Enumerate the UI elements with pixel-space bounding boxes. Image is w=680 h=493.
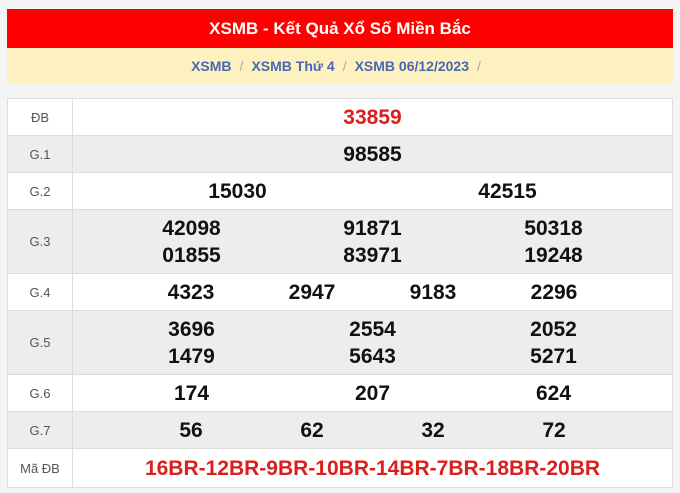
prize-row: G.3 42098 91871 50318 01855 83971 19248 [7, 209, 673, 274]
prize-number: 15030 [208, 179, 267, 203]
prize-number: 174 [173, 381, 210, 405]
prize-number: 72 [542, 418, 566, 442]
prize-values: 15030 42515 [72, 172, 673, 210]
prize-number: 5271 [530, 344, 577, 368]
prize-number: 2296 [530, 280, 578, 304]
prize-number: 3696 [168, 317, 215, 341]
prize-number: 1479 [168, 344, 215, 368]
prize-label: G.5 [7, 310, 73, 375]
prize-number: 4323 [167, 280, 215, 304]
prize-values: 98585 [72, 135, 673, 173]
prize-label: G.3 [7, 209, 73, 274]
prize-number: 32 [421, 418, 445, 442]
prize-label: G.7 [7, 411, 73, 449]
prize-values: 3696 2554 2052 1479 5643 5271 [72, 310, 673, 375]
prize-row: G.1 98585 [7, 135, 673, 173]
prize-values: 56 62 32 72 [72, 411, 673, 449]
prize-number: 5643 [349, 344, 396, 368]
prize-row: G.5 3696 2554 2052 1479 5643 5271 [7, 310, 673, 375]
prize-number: 98585 [343, 142, 402, 166]
prize-number: 56 [179, 418, 203, 442]
prize-row: G.6 174 207 624 [7, 374, 673, 412]
prize-number: 91871 [343, 216, 402, 240]
prize-number: 2554 [349, 317, 396, 341]
prize-row: G.7 56 62 32 72 [7, 411, 673, 449]
prize-number: 50318 [524, 216, 583, 240]
prize-number: 2052 [530, 317, 577, 341]
prize-values: 33859 [72, 98, 673, 136]
prize-row: G.2 15030 42515 [7, 172, 673, 210]
prize-number: 16BR-12BR-9BR-10BR-14BR-7BR-18BR-20BR [144, 456, 601, 480]
prize-number: 42098 [162, 216, 221, 240]
page-title: XSMB - Kết Quả Xổ Số Miền Bắc [7, 9, 673, 48]
prize-label: G.2 [7, 172, 73, 210]
prize-values: 16BR-12BR-9BR-10BR-14BR-7BR-18BR-20BR [72, 448, 673, 488]
prize-label: G.4 [7, 273, 73, 311]
prize-number: 83971 [343, 243, 402, 267]
prize-row: Mã ĐB 16BR-12BR-9BR-10BR-14BR-7BR-18BR-20… [7, 448, 673, 488]
prize-number: 01855 [162, 243, 221, 267]
prize-label: G.6 [7, 374, 73, 412]
prize-number: 2947 [288, 280, 336, 304]
breadcrumb-thu4[interactable]: XSMB Thứ 4 [251, 58, 335, 74]
results-table: ĐB 33859 G.1 98585 G.2 15030 42515 G.3 42098 9187… [7, 98, 673, 488]
prize-label: ĐB [7, 98, 73, 136]
prize-row: G.4 4323 2947 9183 2296 [7, 273, 673, 311]
prize-number: 62 [300, 418, 324, 442]
prize-number: 624 [535, 381, 572, 405]
prize-values: 42098 91871 50318 01855 83971 19248 [72, 209, 673, 274]
prize-number: 19248 [524, 243, 583, 267]
prize-number: 207 [354, 381, 391, 405]
prize-values: 4323 2947 9183 2296 [72, 273, 673, 311]
prize-number: 9183 [409, 280, 457, 304]
prize-label: G.1 [7, 135, 73, 173]
breadcrumb-date[interactable]: XSMB 06/12/2023 [354, 58, 469, 74]
prize-number: 33859 [343, 105, 402, 129]
breadcrumb: XSMB / XSMB Thứ 4/ XSMB 06/12/2023/ [7, 48, 673, 84]
prize-number: 42515 [478, 179, 537, 203]
prize-values: 174 207 624 [72, 374, 673, 412]
prize-label: Mã ĐB [7, 448, 73, 488]
breadcrumb-xsmb[interactable]: XSMB [191, 58, 232, 74]
prize-row: ĐB 33859 [7, 98, 673, 136]
